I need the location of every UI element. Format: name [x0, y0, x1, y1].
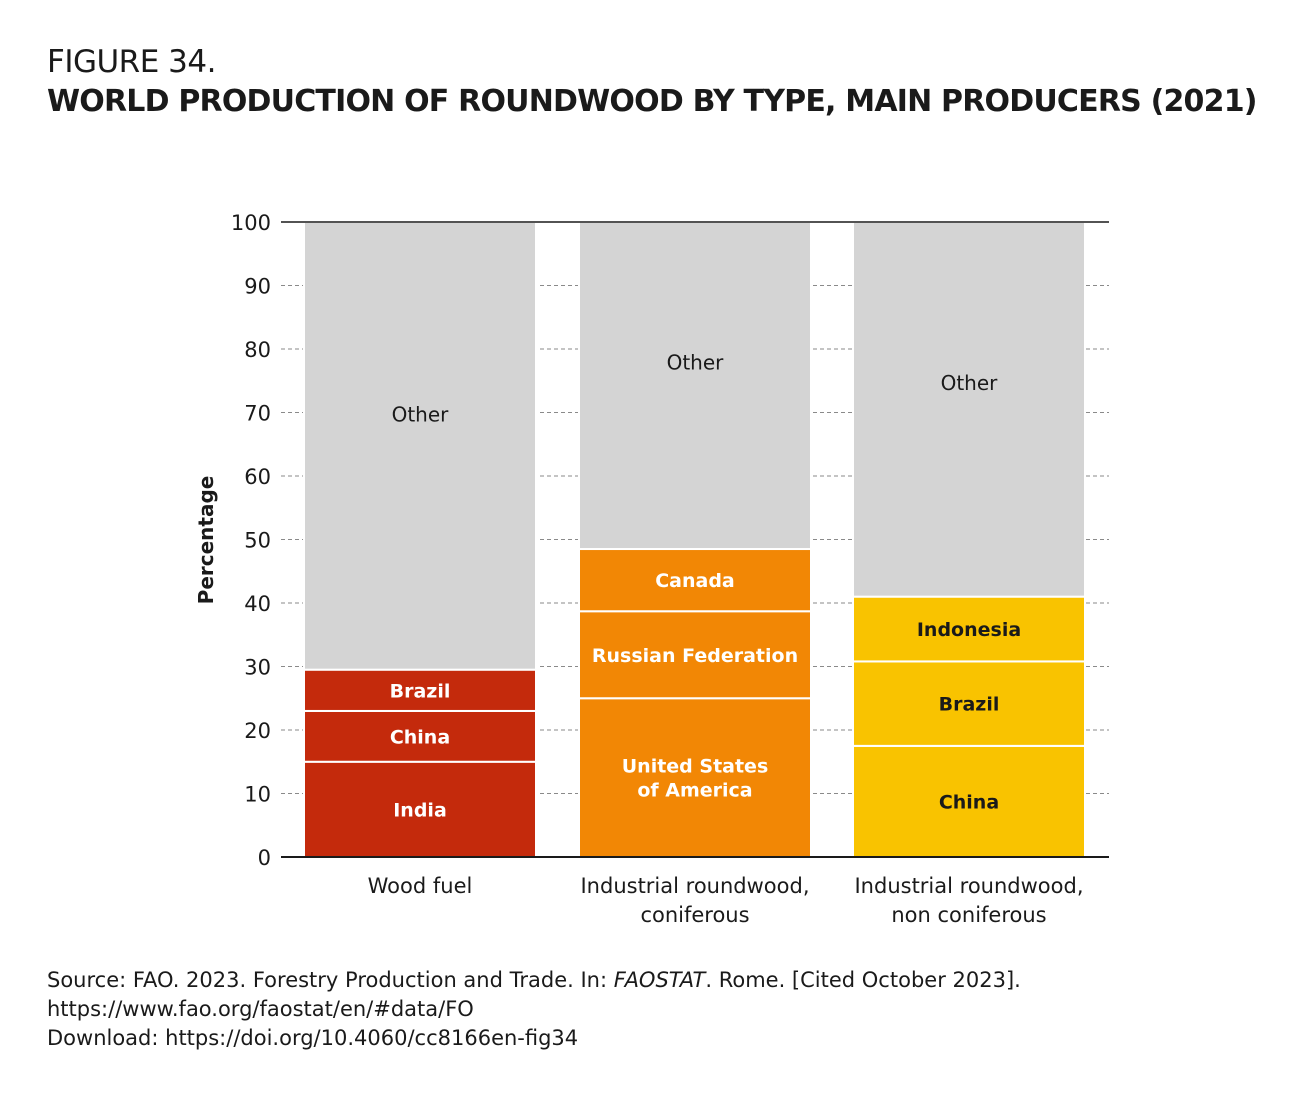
- segment-label-3-brazil: Brazil: [939, 694, 1000, 716]
- y-tick-label-0: 0: [258, 846, 271, 870]
- segment-label-1-india: India: [393, 799, 447, 821]
- bar-segment-3-indonesia: [852, 595, 1086, 663]
- source-note: Source: FAO. 2023. Forestry Production a…: [47, 966, 1021, 1053]
- y-tick-label-20: 20: [244, 719, 271, 743]
- x-category-label-2: Industrial roundwood, coniferous: [580, 874, 809, 927]
- y-tick-label-90: 90: [244, 275, 271, 299]
- segment-label-1-other: Other: [392, 403, 450, 427]
- bar-segment-1-other: [303, 221, 537, 671]
- x-category-label-1: Wood fuel: [368, 874, 473, 898]
- bar-group: [303, 221, 1086, 858]
- y-tick-label-60: 60: [244, 465, 271, 489]
- y-tick-label-10: 10: [244, 783, 271, 807]
- bar-segment-2-other: [578, 221, 812, 551]
- segment-label-3-china: China: [939, 791, 999, 813]
- segment-label-1-china: China: [390, 726, 450, 748]
- y-tick-label-30: 30: [244, 656, 271, 680]
- x-category-label-3: Industrial roundwood, non coniferous: [854, 874, 1083, 927]
- source-italic: FAOSTAT: [613, 968, 706, 992]
- segment-label-3-indonesia: Indonesia: [917, 619, 1021, 641]
- y-tick-label-40: 40: [244, 592, 271, 616]
- bar-segment-3-brazil: [852, 660, 1086, 747]
- source-url[interactable]: https://www.fao.org/faostat/en/#data/FO: [47, 997, 474, 1021]
- y-tick-label-50: 50: [244, 529, 271, 553]
- download-link[interactable]: Download: https://doi.org/10.4060/cc8166…: [47, 1026, 579, 1050]
- figure-number: FIGURE 34.: [47, 44, 216, 80]
- bar-segment-2-canada: [578, 548, 812, 613]
- source-line-1: Source: FAO. 2023. Forestry Production a…: [47, 966, 1021, 995]
- bar-segment-3-other: [852, 221, 1086, 598]
- source-prefix: Source: FAO. 2023. Forestry Production a…: [47, 968, 614, 992]
- y-tick-label-100: 100: [231, 211, 271, 235]
- segment-label-2-other: Other: [667, 351, 725, 375]
- figure-title: WORLD PRODUCTION OF ROUNDWOOD BY TYPE, M…: [47, 84, 1257, 119]
- bar-segment-2-united-states-of-america: [578, 697, 812, 858]
- segment-label-3-other: Other: [941, 371, 999, 395]
- axes: 0 10 20 30 40 50 60 70 80 90 100 Percentage: [194, 211, 1109, 870]
- segment-label-2-russian-federation: Russian Federation: [592, 645, 798, 667]
- bar-segment-1-india: [303, 760, 537, 858]
- labels: India China Brazil Other Wood fuel United Sta…: [368, 351, 1084, 927]
- bar-segment-2-russian-federation: [578, 610, 812, 700]
- source-suffix: . Rome. [Cited October 2023].: [705, 968, 1021, 992]
- y-axis-title: Percentage: [194, 476, 218, 605]
- segment-label-2-canada: Canada: [655, 570, 735, 592]
- y-tick-label-80: 80: [244, 338, 271, 362]
- y-tick-label-70: 70: [244, 402, 271, 426]
- segment-label-1-brazil: Brazil: [390, 680, 451, 702]
- segment-label-2-united-states-of-america: United States of America: [622, 756, 769, 802]
